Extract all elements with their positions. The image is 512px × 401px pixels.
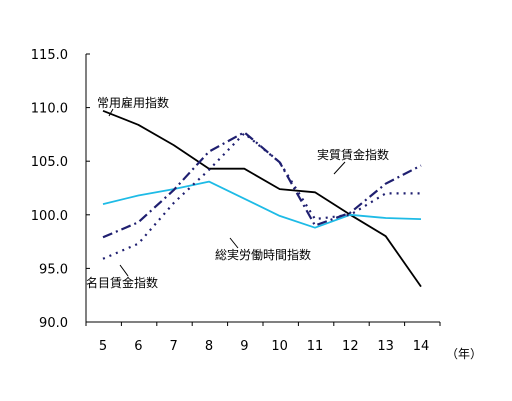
axes	[85, 53, 441, 326]
y-tick-label: 110.0	[31, 102, 68, 117]
label-regular-employment: 常用雇用指数	[97, 95, 169, 110]
x-tick-label: 11	[307, 339, 324, 354]
x-tick-label: 14	[413, 339, 430, 354]
series-annotations: 常用雇用指数 実質賃金指数 総実労働時間指数 名目賃金指数	[86, 95, 389, 290]
leader-regular-employment	[108, 108, 114, 117]
x-tick-label: 9	[240, 339, 248, 354]
series-total-hours	[102, 180, 422, 229]
y-tick-label: 90.0	[39, 316, 68, 331]
x-tick-label: 10	[271, 339, 288, 354]
series-real-wage	[102, 131, 422, 239]
x-tick-label: 6	[134, 339, 142, 354]
label-nominal-wage: 名目賃金指数	[86, 275, 158, 290]
x-tick-label: 8	[205, 339, 213, 354]
label-total-hours: 総実労働時間指数	[215, 247, 311, 262]
x-axis-unit: （年）	[446, 347, 482, 361]
series-regular-employment	[102, 109, 422, 288]
label-real-wage: 実質賃金指数	[317, 147, 389, 162]
leader-real-wage	[333, 161, 346, 175]
x-tick-label: 7	[170, 339, 178, 354]
y-tick-label: 115.0	[31, 48, 68, 63]
tick-labels: 90.0 95.0 100.0 105.0 110.0 115.0 5 6 7 8 9 10 11 12 1…	[31, 48, 482, 361]
y-tick-label: 100.0	[31, 209, 68, 224]
x-tick-label: 12	[342, 339, 359, 354]
x-tick-label: 13	[377, 339, 394, 354]
x-tick-label: 5	[99, 339, 107, 354]
series-lines	[102, 109, 422, 288]
y-tick-label: 105.0	[31, 155, 68, 170]
leader-total-hours	[229, 237, 239, 249]
y-tick-label: 95.0	[39, 262, 68, 277]
leader-nominal-wage	[119, 264, 129, 277]
